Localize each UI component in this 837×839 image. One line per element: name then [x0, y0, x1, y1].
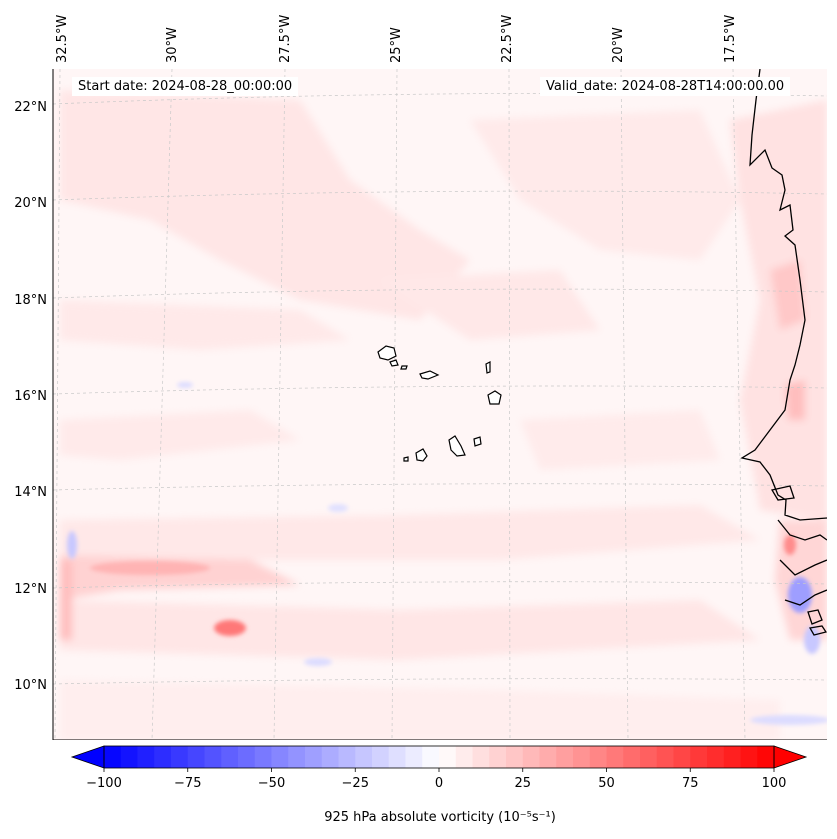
colorbar-cell	[556, 746, 574, 768]
colorbar-cell	[221, 746, 239, 768]
colorbar-cell	[238, 746, 256, 768]
graticule	[53, 69, 827, 740]
colorbar-tick-label: 100	[762, 776, 787, 791]
colorbar-cell	[271, 746, 289, 768]
longitude-labels: 32.5°W 30°W 27.5°W 25°W 22.5°W 20°W 17.5…	[55, 15, 738, 63]
colorbar-cells	[104, 746, 775, 768]
colorbar-cell	[656, 746, 675, 768]
map-plot-area	[53, 69, 827, 740]
colorbar-cell	[589, 746, 608, 768]
lon-label: 22.5°W	[500, 15, 515, 63]
colorbar-tick-label: −100	[86, 776, 122, 791]
colorbar-cell	[355, 746, 373, 768]
colorbar-cell	[640, 746, 658, 768]
lat-label: 14°N	[14, 485, 47, 500]
colorbar-cell	[623, 746, 641, 768]
lat-label: 12°N	[14, 582, 47, 597]
colorbar-cell	[372, 746, 390, 768]
colorbar-cell	[673, 746, 691, 768]
colorbar-tick-label: 75	[682, 776, 699, 791]
colorbar-cell	[573, 746, 591, 768]
colorbar-cell	[506, 746, 524, 768]
colorbar-min-arrow	[70, 745, 105, 769]
lat-label: 10°N	[14, 678, 47, 693]
lon-label: 32.5°W	[55, 15, 70, 63]
colorbar-cell	[254, 746, 273, 768]
colorbar-cell	[539, 746, 557, 768]
colorbar: −100 −75 −50 −25 0 25 50 75 100 925 hPa absolute…	[70, 745, 808, 825]
colorbar-cell	[204, 746, 222, 768]
colorbar-cell	[757, 746, 775, 768]
lat-label: 20°N	[14, 196, 47, 211]
colorbar-cell	[104, 746, 122, 768]
colorbar-cell	[154, 746, 172, 768]
lon-label: 27.5°W	[278, 15, 293, 63]
lon-label: 25°W	[389, 27, 404, 63]
colorbar-cell	[707, 746, 725, 768]
colorbar-cell	[187, 746, 206, 768]
start-date-label: Start date: 2024-08-28_00:00:00	[72, 77, 299, 96]
colorbar-max-arrow	[773, 745, 808, 769]
valid-date-label: Valid_date: 2024-08-28T14:00:00.00	[540, 77, 791, 96]
colorbar-cell	[137, 746, 155, 768]
colorbar-cell	[489, 746, 507, 768]
colorbar-cell	[439, 746, 457, 768]
lon-label: 20°W	[611, 27, 626, 63]
colorbar-cell	[338, 746, 356, 768]
colorbar-cell	[472, 746, 490, 768]
colorbar-cell	[321, 746, 340, 768]
cape-verde-islands	[377, 345, 502, 462]
lat-label: 22°N	[14, 100, 47, 115]
vorticity-extremes	[67, 382, 827, 725]
colorbar-cell	[388, 746, 407, 768]
colorbar-tick-label: 0	[435, 776, 443, 791]
lon-label: 30°W	[165, 27, 180, 63]
colorbar-cell	[422, 746, 440, 768]
lon-label: 17.5°W	[723, 15, 738, 63]
colorbar-tick-label: −50	[258, 776, 285, 791]
colorbar-cell	[455, 746, 474, 768]
colorbar-tick-label: 25	[514, 776, 531, 791]
colorbar-ticks: −100 −75 −50 −25 0 25 50 75 100	[86, 768, 786, 791]
colorbar-cell	[723, 746, 742, 768]
colorbar-cell	[171, 746, 189, 768]
vorticity-map: 32.5°W 30°W 27.5°W 25°W 22.5°W 20°W 17.5…	[14, 15, 827, 740]
colorbar-cell	[405, 746, 423, 768]
colorbar-cell	[740, 746, 758, 768]
colorbar-tick-label: 50	[598, 776, 615, 791]
colorbar-cell	[690, 746, 708, 768]
colorbar-tick-label: −75	[174, 776, 201, 791]
colorbar-cell	[305, 746, 323, 768]
coastline	[740, 69, 827, 636]
colorbar-cell	[288, 746, 306, 768]
colorbar-tick-label: −25	[342, 776, 369, 791]
lat-label: 18°N	[14, 293, 47, 308]
colorbar-cell	[120, 746, 139, 768]
colorbar-label: 925 hPa absolute vorticity (10⁻⁵s⁻¹)	[324, 810, 556, 825]
lat-label: 16°N	[14, 389, 47, 404]
colorbar-cell	[606, 746, 624, 768]
colorbar-cell	[522, 746, 541, 768]
latitude-labels: 22°N 20°N 18°N 16°N 14°N 12°N 10°N	[14, 100, 47, 693]
